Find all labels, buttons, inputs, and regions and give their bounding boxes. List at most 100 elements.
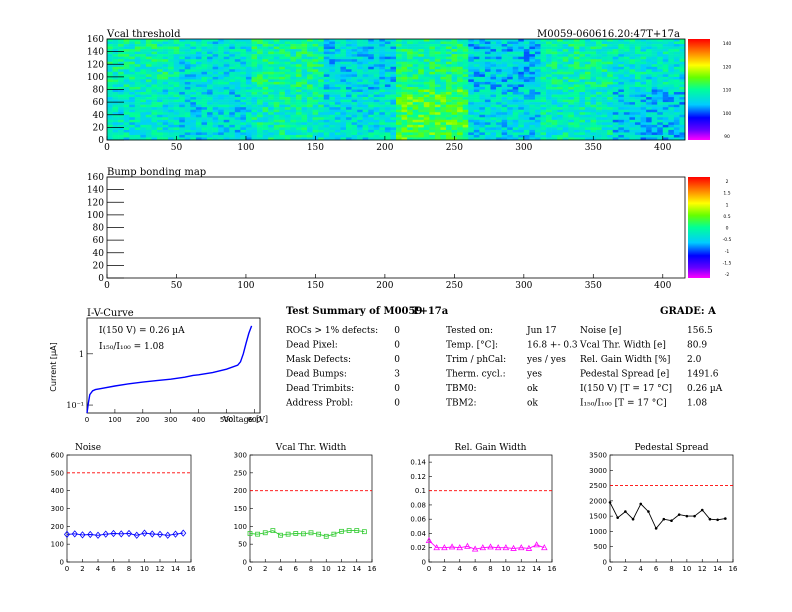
x-tick-label: 150 xyxy=(307,143,324,153)
iv-y-axis-label: Current [µA] xyxy=(49,342,58,391)
palette-tick-label: 1 xyxy=(726,202,729,208)
x-tick-label: 6 xyxy=(473,565,478,573)
noise-data-point xyxy=(141,529,148,537)
pedestal-spread-data-point xyxy=(608,501,612,504)
vcal-palette-ticks: 140 120 110 100 90 xyxy=(723,41,732,140)
x-tick-label: 8 xyxy=(127,565,131,573)
x-tick-label: 14 xyxy=(171,565,180,573)
x-tick-label: 350 xyxy=(585,281,602,291)
gain-width-data-point xyxy=(464,542,471,549)
summary-grade: GRADE: A xyxy=(660,306,716,317)
summary-left-label: Dead Bumps: xyxy=(286,370,347,380)
y-tick-label: 0.06 xyxy=(410,516,426,524)
iv-x-tick-label: 0 xyxy=(85,416,89,424)
y-tick-label: 2000 xyxy=(589,497,607,505)
pedestal-spread-series-line xyxy=(609,502,726,530)
x-tick-label: 400 xyxy=(654,281,671,291)
x-tick-label: 200 xyxy=(376,281,393,291)
y-tick-label: 0 xyxy=(98,274,104,284)
gain-width-data-point xyxy=(433,544,440,551)
summary-left-value: 3 xyxy=(394,370,400,380)
summary-left-label: Dead Pixel: xyxy=(286,341,338,351)
y-tick-label: 0.1 xyxy=(415,487,426,495)
x-tick-label: 8 xyxy=(488,565,492,573)
x-tick-label: 300 xyxy=(515,281,532,291)
x-tick-label: 100 xyxy=(237,143,254,153)
palette-tick-label: 100 xyxy=(723,111,732,117)
y-tick-label: 2500 xyxy=(589,482,607,490)
vcal-width-data-point xyxy=(270,528,276,534)
vcal-width-data-point xyxy=(285,531,291,537)
y-tick-label: 80 xyxy=(93,86,105,96)
gain-width-data-point xyxy=(441,544,448,551)
noise-data-point xyxy=(71,530,78,538)
y-tick-label: 20 xyxy=(93,123,105,133)
x-tick-label: 12 xyxy=(337,565,346,573)
summary-middle-label: Tested on: xyxy=(446,326,493,336)
y-tick-label: 400 xyxy=(51,487,64,495)
summary-middle-value: Jun 17 xyxy=(526,326,557,336)
summary-right-label: Vcal Thr. Width [e] xyxy=(579,341,666,351)
noise-data-point xyxy=(164,531,171,539)
x-tick-label: 12 xyxy=(156,565,165,573)
x-tick-label: 8 xyxy=(309,565,313,573)
bump-map-axes: 0 50 100 150 200 250 300 350 400 0 20 40 60 80 100 120 1… xyxy=(87,173,672,291)
iv-annotation-current: I(150 V) = 0.26 µA xyxy=(99,325,185,336)
pedestal-spread-data-point xyxy=(662,517,666,521)
gain-width-data-point xyxy=(494,544,502,551)
y-tick-label: 50 xyxy=(238,541,247,549)
summary-right-value: 80.9 xyxy=(687,341,707,351)
x-tick-label: 16 xyxy=(187,565,196,573)
palette-tick-label: 110 xyxy=(723,88,732,94)
summary-middle-label: Trim / phCal: xyxy=(446,355,506,365)
vcal-width-data-point xyxy=(339,528,344,534)
summary-right-label: I₁₅₀/I₁₀₀ [T = 17 °C] xyxy=(580,399,667,409)
summary-right-value: 1.08 xyxy=(687,399,707,409)
noise-data-point xyxy=(110,529,117,538)
x-tick-label: 100 xyxy=(237,281,254,291)
pedestal-spread-data-point xyxy=(716,518,719,522)
vcal-width-data-point xyxy=(354,528,360,534)
summary-right-value: 1491.6 xyxy=(687,370,719,380)
y-tick-label: 100 xyxy=(87,73,104,83)
pedestal-spread-data-point xyxy=(616,516,619,519)
pedestal-spread-data-point xyxy=(677,513,681,516)
summary-right-label: Noise [e] xyxy=(580,326,621,336)
pedestal-spread-frame xyxy=(609,454,734,563)
y-tick-label: 60 xyxy=(93,98,105,108)
noise-data-point xyxy=(156,530,164,538)
summary-middle-label: TBM0: xyxy=(446,384,477,394)
y-tick-label: 160 xyxy=(87,173,104,183)
pedestal-spread-title: Pedestal Spread xyxy=(634,443,708,453)
gain-width-plot: Rel. Gain Width 0 2 4 6 8 10 12 14 16 0 0.02 0.04 0.0… xyxy=(410,443,557,573)
x-tick-label: 0 xyxy=(104,143,110,153)
x-tick-label: 4 xyxy=(639,565,644,573)
summary-left-value: 0 xyxy=(394,355,400,365)
x-tick-label: 2 xyxy=(263,565,267,573)
gain-width-title: Rel. Gain Width xyxy=(455,443,527,453)
gain-width-data-point xyxy=(479,544,487,551)
x-tick-label: 2 xyxy=(80,565,84,573)
x-tick-label: 4 xyxy=(96,565,101,573)
y-tick-label: 0.04 xyxy=(410,530,426,538)
x-tick-label: 10 xyxy=(322,565,331,573)
x-tick-label: 8 xyxy=(669,565,673,573)
noise-data-point xyxy=(149,530,156,538)
palette-tick-label: -0.5 xyxy=(723,237,732,243)
x-tick-label: 200 xyxy=(376,143,393,153)
x-tick-label: 250 xyxy=(446,143,463,153)
summary-left-value: 0 xyxy=(394,384,400,394)
summary-right-value: 0.26 µA xyxy=(687,384,723,394)
vcal-map-title: Vcal threshold xyxy=(106,29,181,40)
y-tick-label: 0.14 xyxy=(410,459,426,467)
pedestal-spread-data-point xyxy=(685,514,689,518)
summary-right-label: Pedestal Spread [e] xyxy=(580,370,669,380)
x-tick-label: 150 xyxy=(307,281,324,291)
x-tick-label: 14 xyxy=(532,565,541,573)
noise-data-point xyxy=(94,531,102,539)
y-tick-label: 0 xyxy=(603,559,607,567)
vcal-width-data-point xyxy=(262,530,268,536)
gain-width-data-point xyxy=(487,543,494,550)
